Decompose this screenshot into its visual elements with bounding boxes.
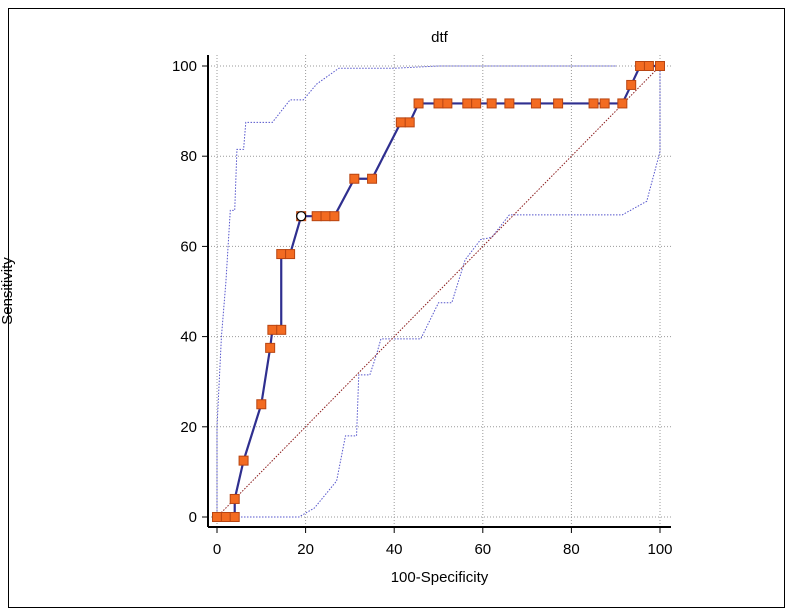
- y-tick-label: 0: [189, 509, 197, 526]
- roc-point-marker: [413, 98, 424, 109]
- roc-point-marker: [643, 61, 654, 71]
- x-tick-label: 80: [563, 541, 580, 558]
- chart-frame: [8, 8, 785, 608]
- criterion-point-marker: [296, 211, 307, 222]
- marker-layer: [212, 61, 665, 522]
- roc-point-marker: [267, 324, 278, 335]
- roc-point-marker: [404, 117, 415, 128]
- x-tick-label: 0: [213, 541, 221, 558]
- roc-point-marker: [635, 61, 646, 71]
- roc-point-marker: [530, 98, 541, 109]
- axes-layer: 0 20 40 60 80 100 0 20 40 60 80 100: [172, 55, 673, 558]
- roc-point-marker: [504, 98, 515, 109]
- x-axis-label: 100-Specificity: [391, 569, 489, 586]
- roc-point-marker: [329, 211, 340, 222]
- y-tick-label: 40: [180, 329, 197, 346]
- roc-point-marker: [471, 98, 482, 109]
- x-tick-label: 100: [647, 541, 672, 558]
- y-tick-label: 60: [180, 238, 197, 255]
- roc-point-marker: [349, 173, 360, 184]
- roc-point-marker: [276, 249, 287, 260]
- roc-point-marker: [655, 61, 665, 71]
- y-tick-label: 80: [180, 148, 197, 165]
- roc-point-marker: [285, 249, 296, 260]
- upper-confidence-bound-line: [216, 65, 616, 517]
- reference-diagonal-line: [216, 65, 661, 518]
- y-tick-label: 20: [180, 419, 197, 436]
- roc-point-marker: [212, 512, 222, 522]
- y-axis-label: Sensitivity: [0, 257, 16, 325]
- roc-point-marker: [220, 512, 231, 522]
- roc-point-marker: [256, 399, 267, 410]
- x-tick-label: 40: [386, 541, 403, 558]
- series-layer: [216, 64, 661, 519]
- roc-point-marker: [617, 98, 628, 109]
- roc-point-marker: [265, 342, 276, 353]
- roc-point-marker: [238, 455, 249, 466]
- roc-point-marker: [320, 211, 331, 222]
- x-tick-label: 20: [297, 541, 314, 558]
- roc-point-marker: [442, 98, 453, 109]
- roc-point-marker: [229, 493, 240, 504]
- chart-title: dtf: [431, 29, 449, 46]
- roc-point-marker: [599, 98, 610, 109]
- lower-confidence-bound-line: [217, 66, 661, 518]
- roc-point-marker: [276, 324, 287, 335]
- roc-point-marker: [626, 79, 637, 90]
- roc-point-marker: [588, 98, 599, 109]
- grid-layer: [208, 55, 671, 527]
- roc-point-marker: [229, 512, 240, 522]
- roc-point-marker: [486, 98, 497, 109]
- roc-point-marker: [367, 173, 378, 184]
- y-tick-label: 100: [172, 58, 197, 75]
- x-tick-label: 60: [474, 541, 491, 558]
- roc-point-marker: [433, 98, 444, 109]
- roc-point-marker: [311, 211, 322, 222]
- roc-point-marker: [553, 98, 564, 109]
- roc-point-marker: [395, 117, 406, 128]
- roc-point-marker: [462, 98, 473, 109]
